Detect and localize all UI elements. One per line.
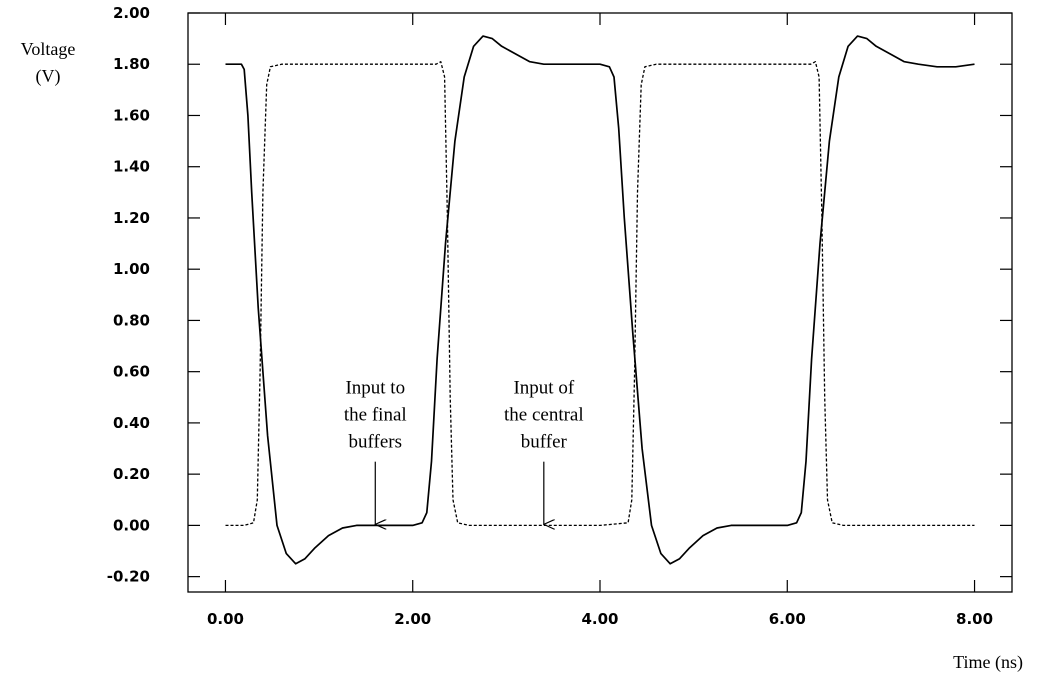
x-axis-label: Time (ns) [953, 652, 1023, 673]
x-tick-label: 0.00 [207, 610, 244, 628]
dashed-series-line [225, 61, 975, 527]
y-tick-label: 0.60 [113, 363, 150, 381]
annotation-text: the final [344, 405, 407, 426]
y-axis-label-line1: Voltage [21, 39, 76, 59]
annotation-text: buffer [521, 432, 568, 453]
y-tick-label: -0.20 [107, 568, 150, 586]
y-tick-label: 1.80 [113, 55, 150, 73]
x-tick-label: 4.00 [581, 610, 618, 628]
annotation-text: Input to [345, 378, 405, 399]
y-tick-label: 0.40 [113, 414, 150, 432]
y-tick-label: 0.80 [113, 311, 150, 329]
solid-series-line [225, 35, 975, 565]
x-tick-label: 6.00 [769, 610, 806, 628]
annotation-text: buffers [349, 432, 402, 453]
y-axis-label-line2: (V) [36, 66, 61, 87]
y-tick-label: 1.40 [113, 158, 150, 176]
y-tick-label: 0.00 [113, 516, 150, 534]
x-tick-label: 8.00 [956, 610, 993, 628]
x-tick-label: 2.00 [394, 610, 431, 628]
y-tick-label: 2.00 [113, 4, 150, 22]
y-tick-label: 1.00 [113, 260, 150, 278]
annotation-text: the central [504, 405, 584, 426]
y-tick-label: 1.20 [113, 209, 150, 227]
annotation-text: Input of [513, 378, 574, 399]
plot-frame [187, 12, 1013, 593]
y-tick-label: 1.60 [113, 106, 150, 124]
y-tick-label: 0.20 [113, 465, 150, 483]
